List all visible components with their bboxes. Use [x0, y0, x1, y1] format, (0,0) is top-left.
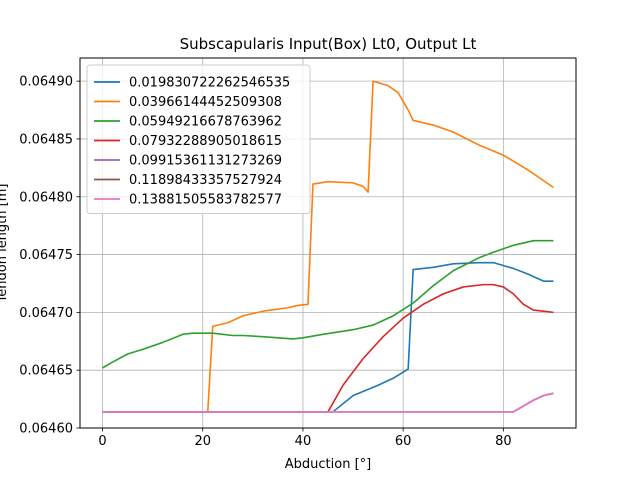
y-axis-label: Tendon length [m] — [0, 184, 10, 304]
legend-label: 0.05949216678763962 — [129, 115, 282, 130]
x-tick-label: 0 — [98, 434, 106, 449]
legend: 0.019830722262546535 0.03966144452509308 0… — [86, 64, 311, 214]
y-tick-label: 0.06475 — [19, 248, 73, 263]
y-tick-label: 0.06490 — [19, 75, 73, 90]
y-tick-label: 0.06480 — [19, 190, 73, 205]
x-tick-label: 40 — [295, 434, 312, 449]
plot-frame — [79, 57, 577, 429]
series-line-3 — [102, 239, 554, 369]
axis-ticks: 0 20 40 60 80 0.06460 0.06465 0.06470 0.06475 0.0… — [19, 75, 511, 449]
chart-title: Subscapularis Input(Box) Lt0, Output Lt — [180, 35, 477, 53]
legend-label: 0.019830722262546535 — [129, 76, 290, 91]
series-line-4 — [102, 283, 554, 413]
legend-label: 0.11898433357527924 — [129, 173, 282, 188]
legend-label: 0.03966144452509308 — [129, 95, 282, 110]
series-lines — [102, 80, 554, 413]
y-tick-label: 0.06485 — [19, 132, 73, 147]
legend-label: 0.09915361131273269 — [129, 154, 282, 169]
series-line-2 — [102, 80, 554, 413]
series-line-1 — [102, 261, 554, 413]
x-tick-label: 60 — [395, 434, 412, 449]
legend-box — [86, 64, 311, 214]
series-line-7 — [102, 392, 554, 413]
legend-label: 0.13881505583782577 — [129, 193, 282, 208]
y-tick-label: 0.06470 — [19, 306, 73, 321]
y-tick-label: 0.06465 — [19, 364, 73, 379]
x-tick-label: 80 — [495, 434, 512, 449]
y-tick-label: 0.06460 — [19, 422, 73, 437]
x-axis-label: Abduction [°] — [285, 457, 371, 472]
legend-label: 0.07932288905018615 — [129, 134, 282, 149]
x-tick-label: 20 — [194, 434, 211, 449]
